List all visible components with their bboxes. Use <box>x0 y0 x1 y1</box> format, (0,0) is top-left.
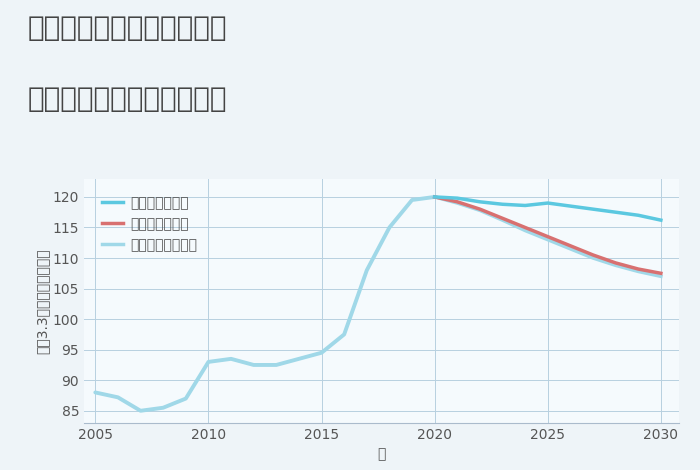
ノーマルシナリオ <box>634 269 643 274</box>
Y-axis label: 坪（3.3㎡）単価（万円）: 坪（3.3㎡）単価（万円） <box>36 248 50 353</box>
Line: グッドシナリオ: グッドシナリオ <box>435 197 661 220</box>
バッドシナリオ <box>589 252 597 258</box>
ノーマルシナリオ <box>544 237 552 243</box>
グッドシナリオ <box>521 203 529 208</box>
ノーマルシナリオ <box>453 200 461 206</box>
Text: 中古マンションの価格推移: 中古マンションの価格推移 <box>28 85 228 113</box>
バッドシナリオ <box>430 194 439 200</box>
グッドシナリオ <box>612 210 620 215</box>
バッドシナリオ <box>657 271 665 276</box>
ノーマルシナリオ <box>657 274 665 279</box>
Line: バッドシナリオ: バッドシナリオ <box>435 197 661 274</box>
ノーマルシナリオ <box>612 263 620 268</box>
グッドシナリオ <box>453 196 461 201</box>
ノーマルシナリオ <box>589 255 597 261</box>
ノーマルシナリオ <box>430 194 439 200</box>
グッドシナリオ <box>498 202 507 207</box>
バッドシナリオ <box>521 225 529 230</box>
グッドシナリオ <box>589 206 597 212</box>
グッドシナリオ <box>657 217 665 223</box>
グッドシナリオ <box>544 200 552 206</box>
バッドシナリオ <box>544 234 552 240</box>
バッドシナリオ <box>498 216 507 221</box>
バッドシナリオ <box>453 199 461 204</box>
Line: ノーマルシナリオ: ノーマルシナリオ <box>435 197 661 276</box>
Legend: グッドシナリオ, バッドシナリオ, ノーマルシナリオ: グッドシナリオ, バッドシナリオ, ノーマルシナリオ <box>97 190 203 258</box>
グッドシナリオ <box>430 194 439 200</box>
ノーマルシナリオ <box>521 228 529 234</box>
バッドシナリオ <box>634 266 643 272</box>
バッドシナリオ <box>566 243 575 249</box>
グッドシナリオ <box>566 203 575 209</box>
グッドシナリオ <box>476 199 484 204</box>
ノーマルシナリオ <box>566 246 575 252</box>
バッドシナリオ <box>476 206 484 212</box>
Text: 兵庫県姫路市夢前町山富の: 兵庫県姫路市夢前町山富の <box>28 14 228 42</box>
バッドシナリオ <box>612 260 620 266</box>
グッドシナリオ <box>634 212 643 218</box>
ノーマルシナリオ <box>498 217 507 223</box>
ノーマルシナリオ <box>476 208 484 213</box>
X-axis label: 年: 年 <box>377 447 386 462</box>
